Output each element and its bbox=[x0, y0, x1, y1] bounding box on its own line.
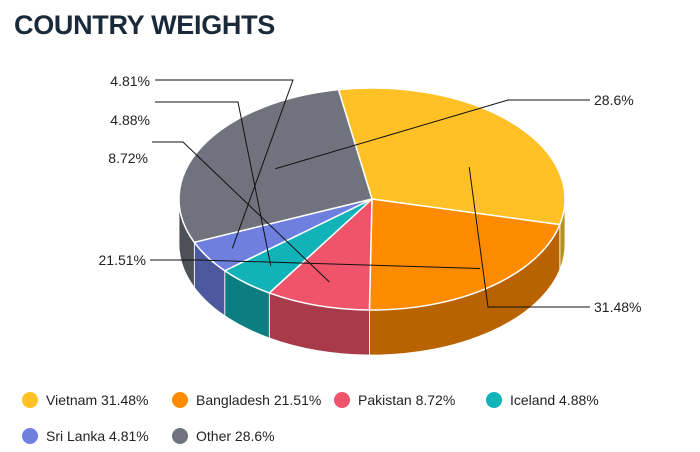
legend-label: Iceland 4.88% bbox=[510, 392, 599, 408]
data-label-bangladesh: 21.51% bbox=[99, 252, 146, 268]
legend-item-other[interactable]: Other 28.6% bbox=[172, 428, 275, 444]
pie-slice-other[interactable] bbox=[178, 88, 373, 244]
data-label-pakistan: 8.72% bbox=[108, 150, 148, 166]
legend-item-vietnam[interactable]: Vietnam 31.48% bbox=[22, 392, 148, 408]
legend-item-bangladesh[interactable]: Bangladesh 21.51% bbox=[172, 392, 321, 408]
callout-line-pakistan bbox=[152, 141, 330, 283]
legend-swatch bbox=[172, 392, 188, 408]
pie-slice-pakistan[interactable] bbox=[268, 198, 373, 311]
legend-swatch bbox=[22, 392, 38, 408]
callout-line-vietnam bbox=[468, 167, 590, 308]
legend-label: Vietnam 31.48% bbox=[46, 392, 149, 408]
callout-line-other bbox=[275, 99, 590, 170]
callouts: 31.48% 21.51% 8.72% 4.88% 4.81% 28.6% bbox=[99, 73, 642, 315]
callout-line-sri-lanka bbox=[155, 79, 294, 249]
callout-line-bangladesh bbox=[150, 259, 481, 269]
legend-label: Sri Lanka 4.81% bbox=[46, 428, 149, 444]
data-label-other: 28.6% bbox=[594, 92, 634, 108]
legend-swatch bbox=[172, 428, 188, 444]
legend-item-sri-lanka[interactable]: Sri Lanka 4.81% bbox=[22, 428, 149, 444]
legend-label: Pakistan 8.72% bbox=[358, 392, 456, 408]
data-label-vietnam: 31.48% bbox=[594, 299, 641, 315]
legend-item-pakistan[interactable]: Pakistan 8.72% bbox=[334, 392, 455, 408]
pie-slice-vietnam[interactable] bbox=[337, 87, 566, 226]
legend-swatch bbox=[486, 392, 502, 408]
legend-item-iceland[interactable]: Iceland 4.88% bbox=[486, 392, 599, 408]
data-label-iceland: 4.88% bbox=[110, 112, 150, 128]
callout-line-iceland bbox=[155, 101, 272, 267]
pie-slice-bangladesh[interactable] bbox=[368, 198, 561, 311]
legend-swatch bbox=[334, 392, 350, 408]
legend-label: Other 28.6% bbox=[196, 428, 275, 444]
data-label-sri-lanka: 4.81% bbox=[110, 73, 150, 89]
pie-tops bbox=[178, 87, 566, 311]
chart-title: COUNTRY WEIGHTS bbox=[14, 10, 276, 40]
legend-swatch bbox=[22, 428, 38, 444]
legend-label: Bangladesh 21.51% bbox=[196, 392, 322, 408]
